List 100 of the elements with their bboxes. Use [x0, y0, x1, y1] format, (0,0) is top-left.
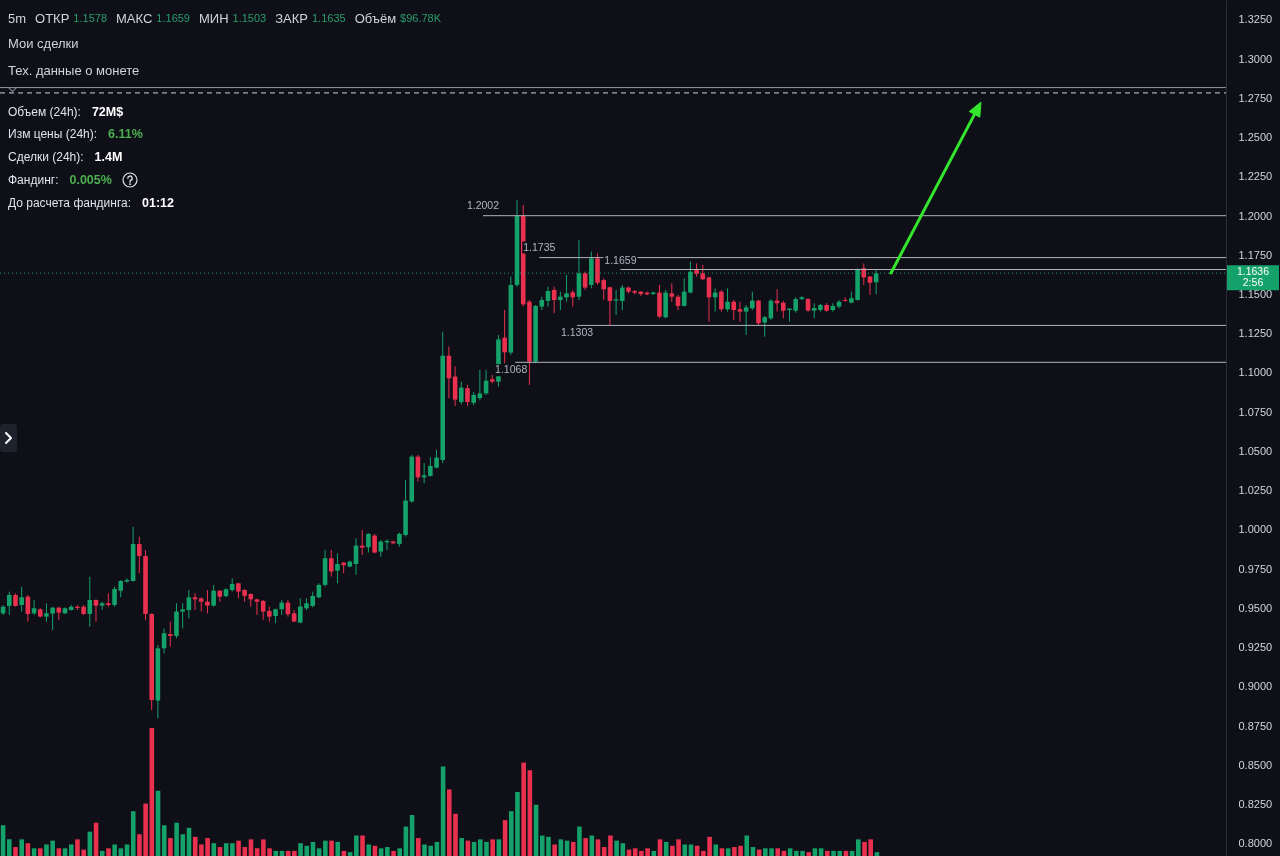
bar: [416, 838, 421, 856]
y-tick-label: 0.9750: [1238, 562, 1273, 575]
candlestick: [124, 577, 130, 584]
bar: [37, 848, 43, 856]
bar: [397, 848, 403, 856]
candlestick: [359, 529, 365, 556]
ref-line-label: 1.1068: [495, 363, 528, 376]
candlestick: [861, 262, 867, 286]
y-tick-label: 0.9000: [1238, 680, 1273, 693]
candlestick: [731, 299, 737, 321]
candlestick: [167, 621, 173, 648]
bar: [112, 844, 117, 856]
bar: [818, 848, 824, 856]
annotation: Тех. данные о монете: [8, 62, 140, 78]
bar: [713, 844, 719, 856]
candlestick: [137, 536, 142, 574]
candlestick: [260, 599, 266, 621]
candlestick: [366, 532, 371, 554]
ref-line-label: 1.2002: [466, 198, 500, 211]
bar: [68, 844, 74, 856]
ref-line-label: 1.1303: [561, 326, 594, 339]
candlestick: [93, 598, 99, 623]
ref-line-label: 1.1659: [604, 253, 637, 266]
annotation: ЗАКР: [275, 10, 308, 26]
y-tick-label: 1.2000: [1238, 209, 1273, 222]
annotation: МИН: [199, 10, 229, 26]
bar: [106, 848, 111, 856]
bar: [719, 848, 725, 856]
annotation: ОТКР: [35, 10, 70, 26]
candlestick: [335, 552, 340, 584]
bar: [366, 844, 372, 856]
bar: [31, 848, 37, 856]
bar: [583, 838, 588, 856]
bar: [856, 839, 861, 856]
annotation: 1.1578: [73, 12, 108, 24]
bar: [391, 850, 396, 856]
bar: [161, 825, 167, 856]
candlestick: [762, 315, 767, 338]
candlestick: [669, 282, 675, 303]
bar: [292, 850, 297, 856]
annotation: МАКС: [116, 10, 153, 26]
bar: [174, 822, 179, 856]
candlestick: [87, 576, 93, 628]
annotation: До расчета фандинга:: [8, 196, 132, 210]
bar: [354, 835, 359, 856]
bar: [168, 838, 173, 856]
annotation: Объём: [354, 10, 397, 26]
y-tick-label: 0.9500: [1238, 601, 1273, 614]
bar: [806, 852, 812, 856]
bar: [62, 848, 68, 856]
bar: [775, 848, 781, 856]
candlestick: [750, 291, 755, 311]
bar: [335, 841, 341, 856]
candlestick: [620, 284, 625, 311]
annotation: 1.1635: [312, 12, 346, 24]
bar: [825, 850, 830, 856]
y-tick-label: 0.8750: [1238, 719, 1273, 732]
bar: [19, 839, 24, 856]
y-tick-label: 0.8500: [1238, 758, 1273, 771]
y-tick-label: 1.0500: [1238, 444, 1273, 457]
y-tick-label: 1.2750: [1238, 91, 1273, 104]
y-tick-label: 1.2500: [1238, 131, 1273, 144]
bar: [124, 844, 130, 856]
bar: [130, 811, 136, 856]
annotation: 6.11%: [108, 127, 143, 141]
candlestick: [502, 309, 507, 364]
bar: [273, 850, 279, 856]
y-tick-label: 1.2250: [1238, 170, 1273, 183]
y-tick-label: 1.1500: [1238, 287, 1273, 300]
y-tick-label: 0.9250: [1238, 641, 1273, 654]
y-tick-label: 1.1000: [1238, 366, 1273, 379]
bar: [56, 848, 62, 856]
candlestick: [719, 289, 724, 313]
bar: [329, 840, 334, 856]
candlestick: [756, 299, 761, 326]
candlestick: [180, 602, 185, 629]
candlestick: [7, 591, 12, 616]
bar: [744, 835, 750, 856]
bar: [254, 848, 260, 856]
bar: [787, 848, 793, 856]
annotation: Сделки (24h):: [8, 150, 84, 164]
annotation: Мои сделки: [8, 35, 79, 51]
candlestick: [328, 549, 334, 578]
annotation: $96.78K: [400, 12, 442, 24]
y-tick-label: 1.3000: [1238, 52, 1273, 65]
bar: [13, 847, 18, 856]
candlestick: [19, 586, 24, 613]
candlestick: [558, 291, 563, 311]
candlestick: [477, 369, 483, 401]
bar: [323, 840, 328, 856]
candlestick: [743, 304, 749, 336]
annotation: Изм цены (24h):: [8, 127, 98, 141]
annotation: Фандинг:: [8, 173, 59, 187]
bar: [577, 826, 582, 856]
y-tick-label: 1.0000: [1238, 523, 1273, 536]
ref-line-label: 1.1735: [523, 240, 556, 253]
bar: [552, 844, 557, 856]
candlestick: [737, 301, 743, 323]
candlestick: [582, 271, 588, 291]
bar: [378, 848, 384, 856]
